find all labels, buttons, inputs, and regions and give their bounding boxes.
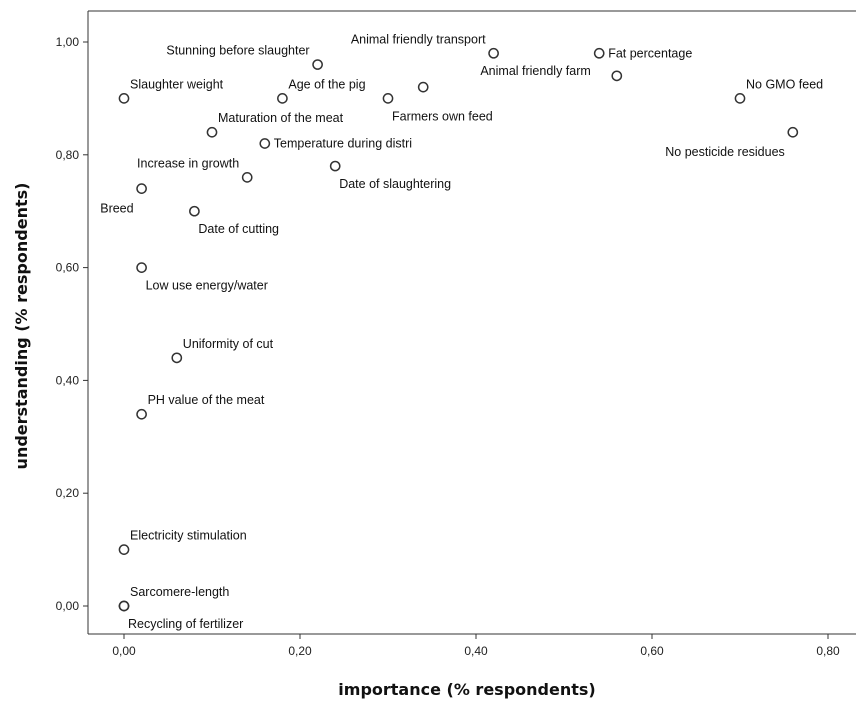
y-axis-title: understanding (% respondents) <box>12 183 31 470</box>
x-tick-label: 0,40 <box>464 644 488 658</box>
x-tick-label: 0,00 <box>112 644 136 658</box>
data-point <box>593 47 605 59</box>
point-label: Stunning before slaughter <box>166 44 309 58</box>
y-tick-label: 0,60 <box>56 261 80 275</box>
data-point <box>329 160 341 172</box>
point-label: Age of the pig <box>288 77 365 91</box>
data-point <box>136 408 147 420</box>
point-label: No pesticide residues <box>665 145 785 159</box>
point-label: Animal friendly farm <box>480 64 590 78</box>
point-labels: Stunning before slaughter Animal friendly… <box>100 32 823 631</box>
data-point <box>611 70 623 82</box>
point-label: Uniformity of cut <box>183 337 274 351</box>
y-tick-label: 0,80 <box>56 148 80 162</box>
point-label: Farmers own feed <box>392 109 493 123</box>
data-point <box>312 59 323 70</box>
data-points <box>118 47 799 612</box>
point-label: Recycling of fertilizer <box>128 617 243 631</box>
data-point <box>118 93 130 104</box>
point-label: Fat percentage <box>608 46 692 60</box>
data-point <box>206 126 218 138</box>
point-label: Date of slaughtering <box>339 177 451 191</box>
point-label: Temperature during distri <box>274 137 412 151</box>
data-point <box>488 47 499 59</box>
point-label: Slaughter weight <box>130 77 224 91</box>
data-point <box>787 126 799 138</box>
x-tick-label: 0,20 <box>288 644 312 658</box>
point-label: Animal friendly transport <box>351 32 486 46</box>
data-point <box>417 81 429 93</box>
data-point <box>136 183 147 194</box>
point-label: Breed <box>100 202 133 216</box>
axes: 0,00 0,20 0,40 0,60 0,80 1,00 0,00 0,20 0,40 0,60… <box>56 10 856 658</box>
x-axis-title: importance (% respondents) <box>338 680 595 699</box>
x-tick-label: 0,80 <box>816 644 840 658</box>
y-tick-label: 0,40 <box>56 373 80 387</box>
data-point <box>734 93 746 104</box>
point-label: Date of cutting <box>198 222 279 236</box>
y-tick-label: 1,00 <box>56 35 80 49</box>
point-label: Sarcomere-length <box>130 585 229 599</box>
data-point <box>241 172 253 183</box>
data-point <box>136 262 147 273</box>
point-label: Low use energy/water <box>146 279 268 293</box>
point-label: Electricity stimulation <box>130 529 247 543</box>
data-point <box>259 138 271 149</box>
y-tick-label: 0,20 <box>56 486 80 500</box>
point-label: PH value of the meat <box>148 393 265 407</box>
data-point <box>189 205 200 217</box>
point-label: No GMO feed <box>746 77 823 91</box>
x-tick-label: 0,60 <box>640 644 664 658</box>
y-tick-label: 0,00 <box>56 599 80 613</box>
data-point <box>382 93 394 104</box>
data-point <box>118 544 130 555</box>
data-point <box>118 600 130 612</box>
point-label: Maturation of the meat <box>218 111 344 125</box>
data-point <box>277 93 288 104</box>
data-point <box>171 352 183 364</box>
point-label: Increase in growth <box>137 156 239 170</box>
